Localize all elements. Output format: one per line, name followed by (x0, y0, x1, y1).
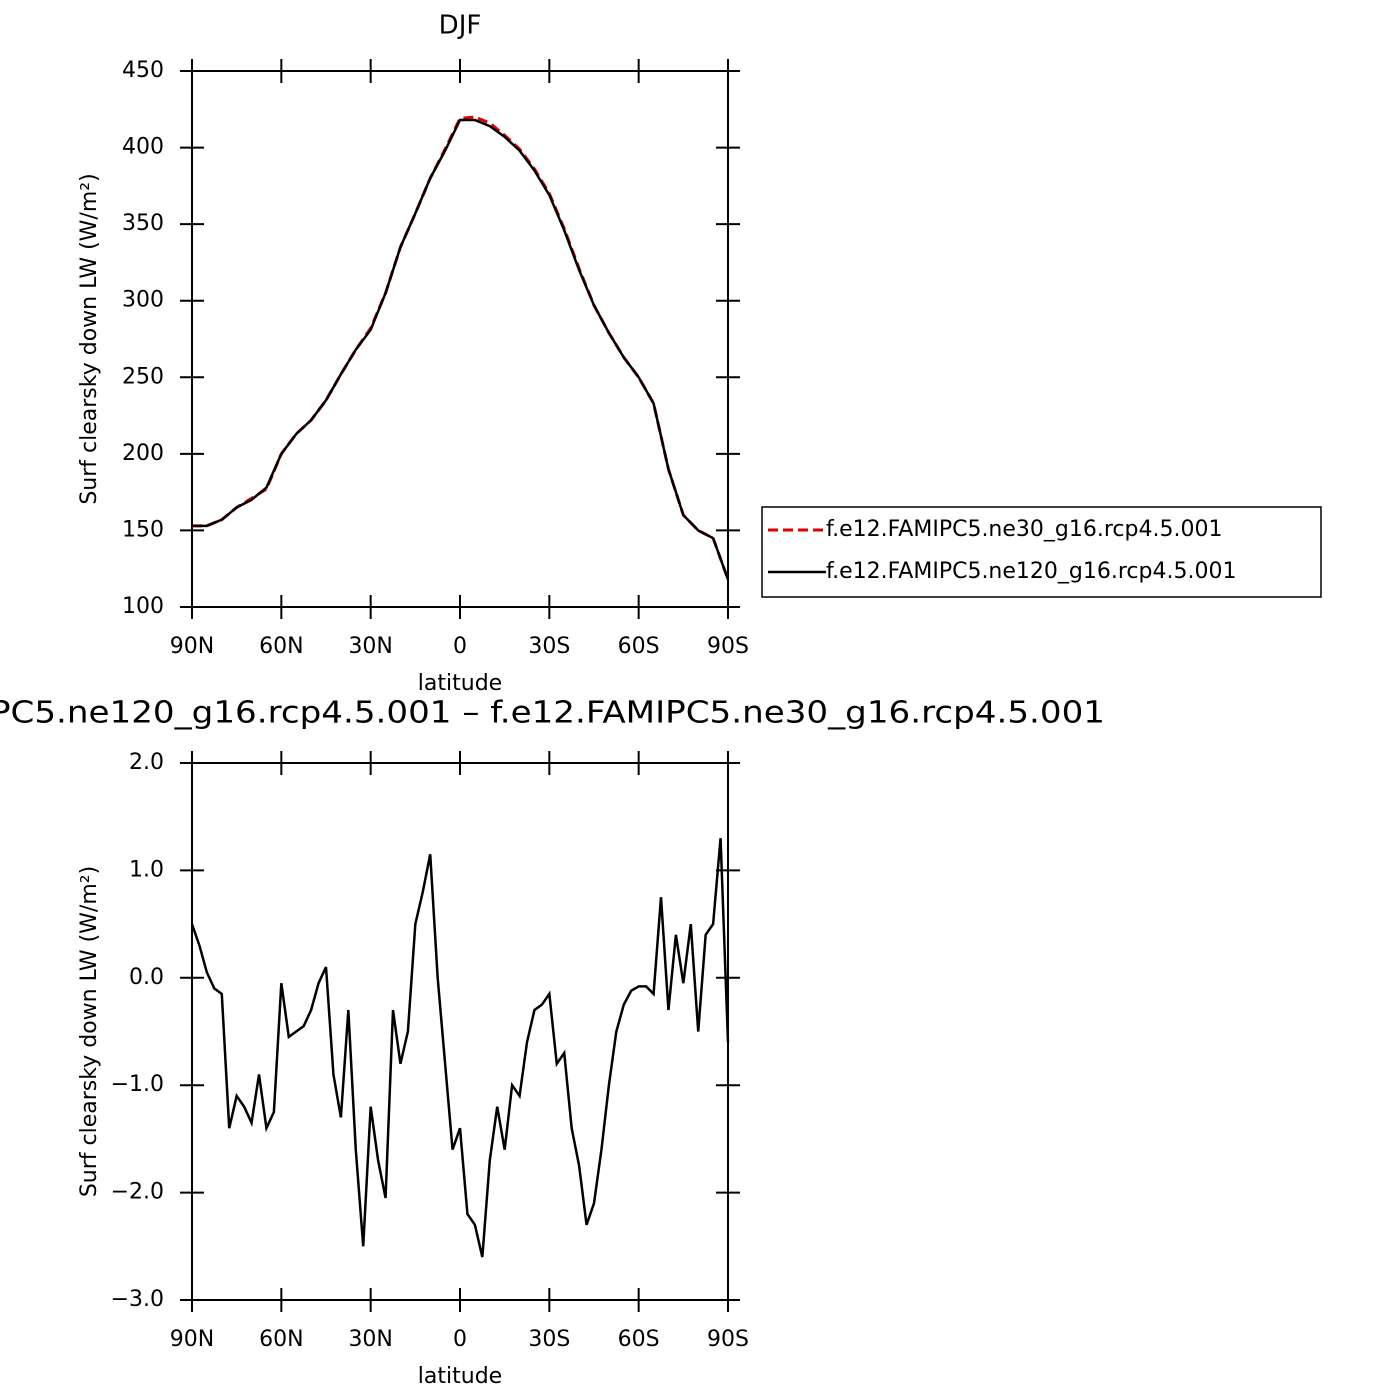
y-tick-label: 450 (122, 58, 164, 83)
x-tick-label: 60S (618, 634, 660, 659)
x-tick-label: 30N (348, 634, 392, 659)
legend-label: f.e12.FAMIPC5.ne30_g16.rcp4.5.001 (826, 517, 1222, 542)
chart-title: DJF (439, 11, 482, 41)
y-tick-label: 400 (122, 135, 164, 160)
x-tick-label: 60N (259, 1327, 303, 1352)
y-tick-label: 0.0 (129, 965, 164, 990)
legend-box (761, 506, 1322, 598)
data-line (192, 118, 730, 580)
y-tick-label: 300 (122, 288, 164, 313)
x-tick-label: 0 (453, 1327, 467, 1352)
x-tick-label: 60N (259, 634, 303, 659)
x-axis-label: latitude (418, 1364, 502, 1389)
chart-title: f.e12.FAMIPC5.ne120_g16.rcp4.5.001 – f.e… (0, 696, 1105, 731)
legend-label: f.e12.FAMIPC5.ne120_g16.rcp4.5.001 (826, 559, 1236, 584)
y-tick-label: 250 (122, 364, 164, 389)
x-tick-label: 30S (528, 1327, 570, 1352)
x-tick-label: 30N (348, 1327, 392, 1352)
y-tick-label: 350 (122, 211, 164, 236)
x-tick-label: 90N (170, 1327, 214, 1352)
data-line (192, 115, 730, 580)
x-tick-label: 90S (707, 1327, 749, 1352)
y-tick-label: 1.0 (129, 857, 164, 882)
y-tick-label: 150 (122, 517, 164, 542)
y-tick-label: −2.0 (111, 1180, 164, 1205)
x-tick-label: 60S (618, 1327, 660, 1352)
y-tick-label: 2.0 (129, 750, 164, 775)
x-tick-label: 90S (707, 634, 749, 659)
x-tick-label: 90N (170, 634, 214, 659)
data-line (190, 838, 730, 1258)
x-tick-label: 0 (453, 634, 467, 659)
y-tick-label: −3.0 (111, 1287, 164, 1312)
y-tick-label: 100 (122, 594, 164, 619)
y-axis-label: Surf clearsky down LW (W/m²) (77, 173, 102, 504)
x-tick-label: 30S (528, 634, 570, 659)
plot-frame (191, 762, 729, 1301)
x-axis-label: latitude (418, 671, 502, 696)
y-axis-label: Surf clearsky down LW (W/m²) (77, 866, 102, 1197)
plot-frame (191, 70, 729, 608)
y-tick-label: −1.0 (111, 1072, 164, 1097)
y-tick-label: 200 (122, 441, 164, 466)
